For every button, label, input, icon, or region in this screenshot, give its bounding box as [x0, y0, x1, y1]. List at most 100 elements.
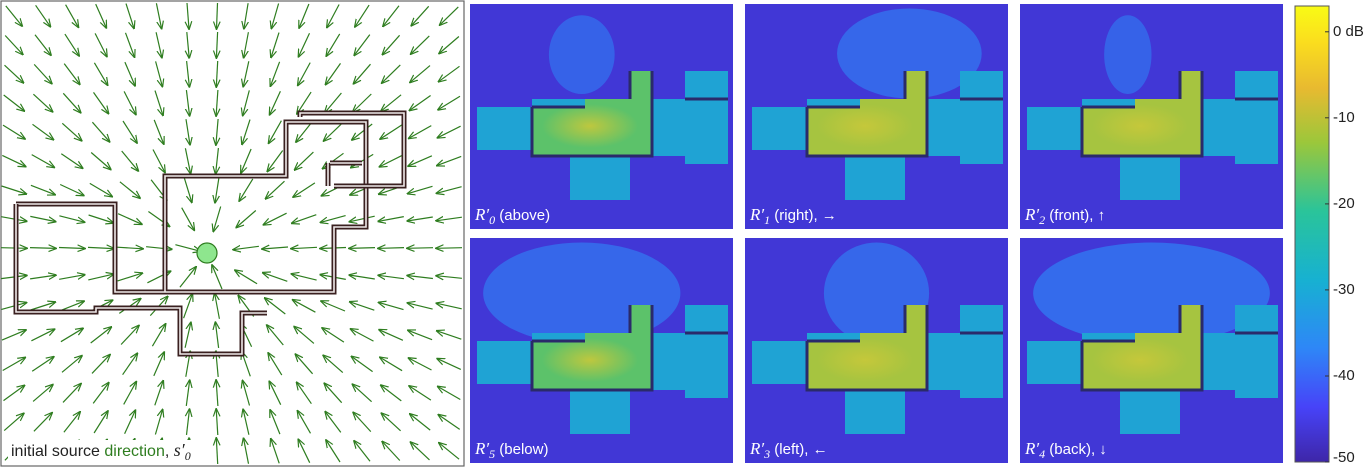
- direction-arrow: [438, 95, 461, 110]
- direction-arrow: [91, 121, 109, 142]
- panel-caption-symbol: R′: [475, 205, 490, 224]
- direction-arrow: [153, 352, 164, 377]
- direction-arrow: [125, 3, 134, 29]
- direction-arrow: [122, 353, 138, 376]
- direction-arrow: [58, 248, 85, 249]
- direction-arrow: [298, 439, 311, 463]
- direction-arrow: [381, 94, 402, 111]
- direction-arrow: [119, 181, 140, 198]
- direction-arrow: [186, 119, 190, 145]
- direction-arrow: [382, 64, 401, 83]
- panel-caption-label: (front), ↑: [1045, 207, 1106, 224]
- direction-arrow: [30, 302, 56, 311]
- direction-arrow: [379, 302, 404, 311]
- direction-arrow: [187, 409, 190, 435]
- direction-arrow: [91, 355, 110, 374]
- panel-caption-left: R′3 (left), ←: [750, 439, 828, 462]
- colorbar-tick-label: -40: [1333, 366, 1355, 384]
- direction-arrow: [299, 3, 310, 28]
- heatmap-above: [470, 4, 733, 229]
- direction-arrow: [408, 185, 433, 193]
- direction-arrow: [243, 409, 250, 435]
- direction-arrow: [379, 330, 404, 341]
- direction-arrow: [437, 125, 461, 138]
- direction-arrow: [379, 154, 403, 167]
- direction-arrow: [436, 186, 462, 194]
- direction-arrow: [291, 274, 317, 281]
- direction-arrow: [322, 328, 345, 343]
- heatmap-front: [1020, 4, 1283, 229]
- direction-arrow: [183, 177, 192, 203]
- direction-arrow: [381, 413, 402, 432]
- direction-arrow: [378, 275, 404, 278]
- direction-arrow: [242, 119, 251, 145]
- direction-arrow: [33, 413, 52, 432]
- direction-arrow: [411, 35, 430, 54]
- direction-arrow: [436, 303, 462, 310]
- direction-arrow: [354, 34, 371, 56]
- heatmap-hotspot: [1092, 338, 1188, 382]
- direction-arrow: [153, 119, 164, 144]
- direction-arrow: [408, 155, 433, 166]
- heatmap-below: [470, 238, 733, 463]
- wall-lower-inner: [15, 204, 267, 355]
- direction-arrow: [215, 293, 220, 319]
- direction-arrow: [88, 274, 113, 281]
- direction-arrow: [295, 151, 314, 170]
- vector-field-panel: [0, 0, 465, 467]
- direction-arrow: [121, 150, 139, 171]
- direction-arrow: [146, 247, 172, 250]
- heatmap-hotspot: [817, 338, 913, 382]
- floor-plan-walls: [13, 110, 407, 357]
- direction-arrow: [3, 413, 24, 432]
- direction-arrow: [266, 180, 285, 199]
- field-caption-suffix: ,: [164, 443, 174, 460]
- panel-caption-symbol: R′: [750, 439, 765, 458]
- direction-arrow: [236, 210, 257, 228]
- direction-arrow: [408, 330, 433, 341]
- direction-arrow: [327, 4, 340, 28]
- direction-arrow: [436, 276, 462, 279]
- direction-arrow: [63, 412, 80, 433]
- colorbar-gradient: [1294, 5, 1330, 463]
- direction-arrow: [184, 322, 191, 348]
- direction-arrow: [179, 267, 196, 288]
- direction-arrow: [216, 148, 219, 174]
- direction-arrow: [4, 64, 24, 83]
- direction-arrow: [155, 32, 162, 57]
- direction-arrow: [349, 248, 376, 249]
- direction-arrow: [270, 90, 281, 115]
- panel-caption-subscript: 5: [489, 447, 496, 461]
- direction-arrow: [123, 382, 137, 405]
- direction-arrow: [267, 150, 284, 172]
- direction-arrow: [233, 246, 259, 249]
- direction-arrow: [183, 294, 193, 319]
- direction-arrow: [239, 178, 254, 201]
- heatmap-walls: [530, 71, 728, 158]
- direction-arrow: [354, 63, 371, 84]
- direction-arrow: [299, 32, 311, 57]
- heatmap-glow: [1104, 15, 1152, 94]
- direction-arrow: [378, 216, 404, 222]
- panel-caption-back: R′4 (back), ↓: [1025, 439, 1107, 462]
- direction-arrow: [271, 32, 280, 58]
- panel-caption-symbol: R′: [475, 439, 490, 458]
- panel-caption-label: (below): [495, 441, 549, 458]
- direction-arrow: [244, 32, 249, 58]
- direction-arrow: [30, 184, 55, 194]
- direction-arrow: [59, 275, 85, 280]
- field-caption: initial source direction, s′0: [8, 440, 194, 465]
- direction-arrow: [243, 61, 250, 86]
- direction-arrow: [244, 438, 250, 464]
- panel-caption-right: R′1 (right), →: [750, 205, 837, 228]
- heatmap-glow: [823, 242, 930, 344]
- heatmap-hotspot: [542, 104, 638, 148]
- direction-arrow: [410, 65, 431, 83]
- direction-arrow: [62, 92, 80, 112]
- direction-arrow: [349, 275, 375, 279]
- direction-arrow: [124, 32, 135, 57]
- direction-arrow: [297, 91, 312, 114]
- direction-arrow: [152, 149, 165, 173]
- direction-arrow: [92, 383, 109, 404]
